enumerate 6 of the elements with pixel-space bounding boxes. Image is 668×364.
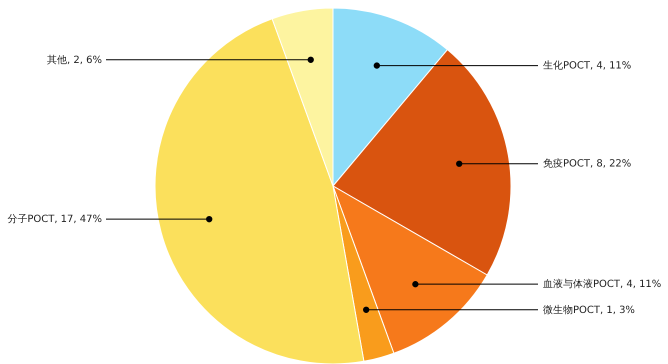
slice-label: 其他, 2, 6% — [47, 54, 102, 66]
slice-label: 生化POCT, 4, 11% — [543, 60, 632, 72]
slice-label: 免疫POCT, 8, 22% — [543, 158, 632, 170]
slice-label: 血液与体液POCT, 4, 11% — [543, 278, 662, 290]
slice-label: 分子POCT, 17, 47% — [7, 213, 102, 226]
slice-label: 微生物POCT, 1, 3% — [543, 304, 635, 316]
